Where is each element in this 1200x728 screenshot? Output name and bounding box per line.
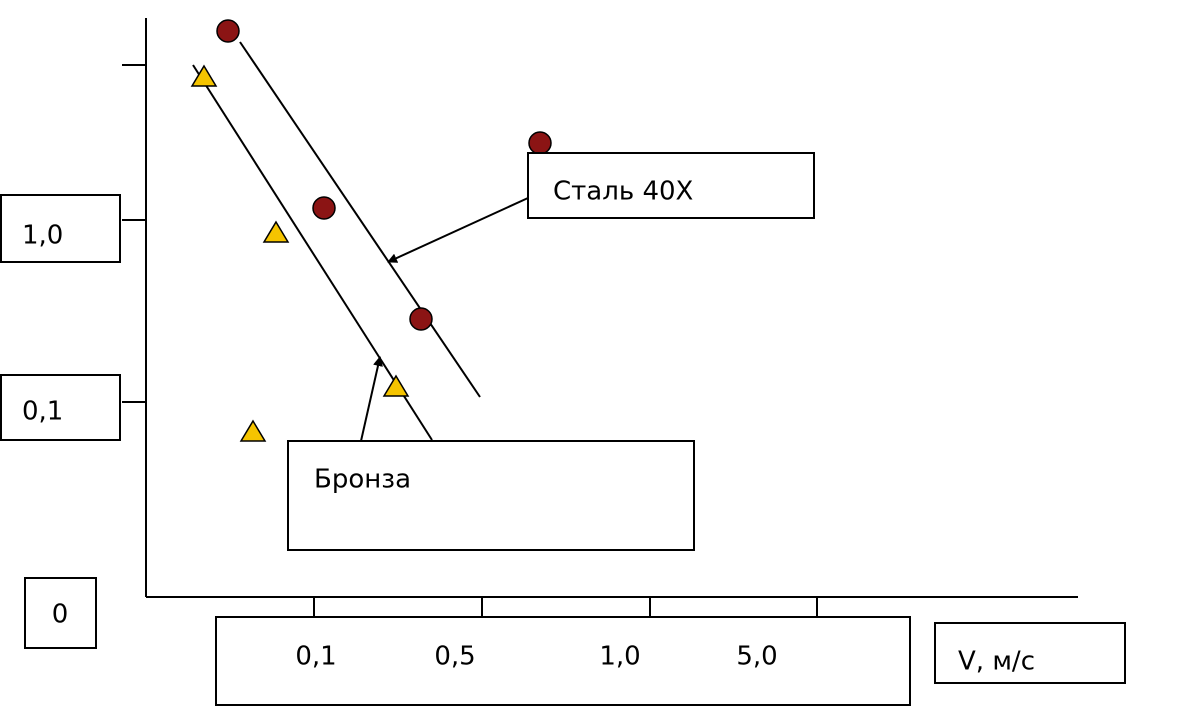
callout-label: Сталь 40Х — [553, 177, 693, 207]
label-box — [24, 577, 97, 649]
x-axis-title: V, м/с — [958, 647, 1035, 677]
callout-label: Бронза — [314, 465, 411, 495]
steel-point — [216, 19, 240, 43]
x-tick-label: 0,5 — [434, 642, 475, 672]
trend-line — [239, 41, 481, 398]
bronze-point — [382, 374, 410, 397]
bronze-point — [262, 220, 290, 243]
x-tick-label: 1,0 — [599, 642, 640, 672]
y-tick-label: 0,1 — [22, 397, 63, 427]
trend-line — [192, 64, 433, 441]
label-box — [215, 616, 911, 706]
x-tick-label: 5,0 — [736, 642, 777, 672]
y-tick-label: 1,0 — [22, 221, 63, 251]
steel-point — [528, 131, 552, 155]
label-box — [934, 622, 1126, 684]
bronze-point — [239, 419, 267, 442]
callout-box — [527, 152, 815, 219]
steel-point — [312, 196, 336, 220]
callout-arrow — [387, 197, 529, 263]
callout-arrow — [360, 356, 383, 442]
steel-point — [409, 307, 433, 331]
origin-label: 0 — [52, 600, 69, 630]
bronze-point — [190, 64, 218, 87]
x-tick-label: 0,1 — [295, 642, 336, 672]
label-box — [0, 374, 121, 441]
label-box — [0, 194, 121, 263]
callout-box — [287, 440, 695, 551]
